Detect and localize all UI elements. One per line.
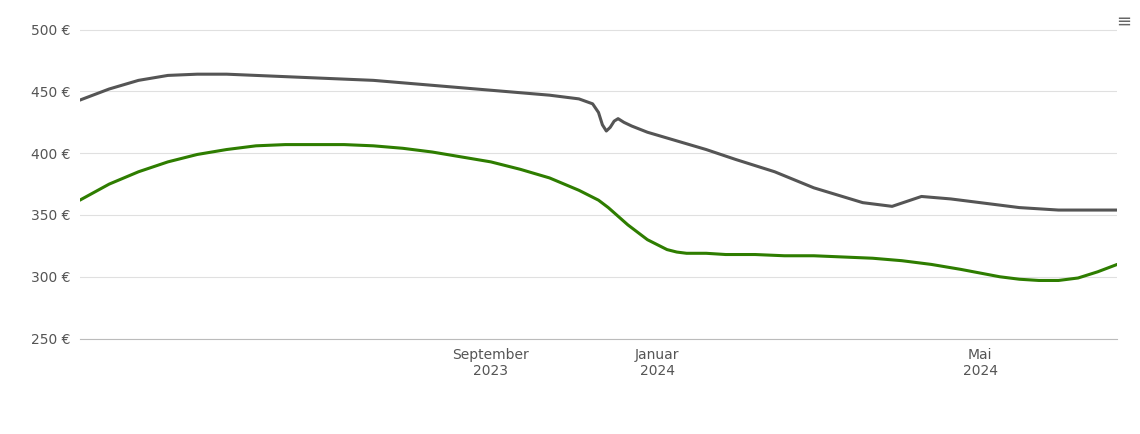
Text: ≡: ≡ [1116,13,1131,31]
Legend: lose Ware, Sackware: lose Ware, Sackware [477,428,720,434]
